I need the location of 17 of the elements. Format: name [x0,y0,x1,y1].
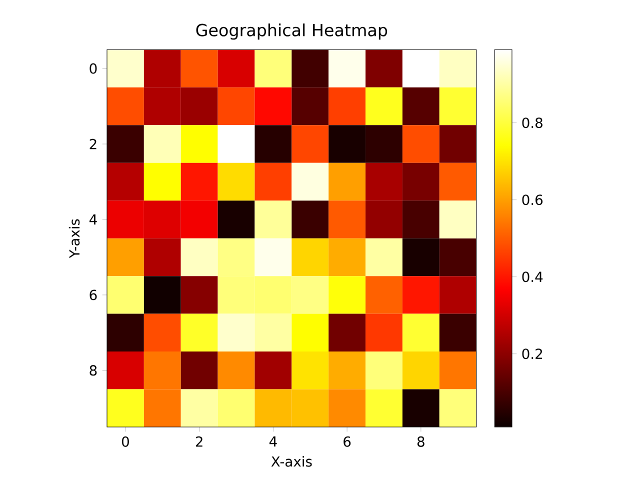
chart-title: Geographical Heatmap [196,23,388,40]
y-tick-label: 2 [90,138,96,150]
y-axis-title: Y-axis [68,219,80,258]
y-tick-label: 4 [89,214,97,225]
y-tick-label: 8 [90,365,97,376]
x-tick-label: 6 [344,436,351,447]
color-bar-label: 0.2 [522,348,542,360]
color-bar-label: 0.6 [522,194,543,206]
x-tick-label: 2 [196,436,202,447]
color-bar-label: 0.4 [522,272,543,282]
x-tick-label: 8 [417,436,424,447]
y-tick-label: 0 [90,63,97,74]
x-tick-label: 0 [122,436,129,447]
color-bar-label: 0.8 [522,118,542,128]
x-tick-label: 4 [269,436,277,446]
y-tick-label: 6 [90,290,97,300]
x-axis-title: X-axis [271,456,312,467]
